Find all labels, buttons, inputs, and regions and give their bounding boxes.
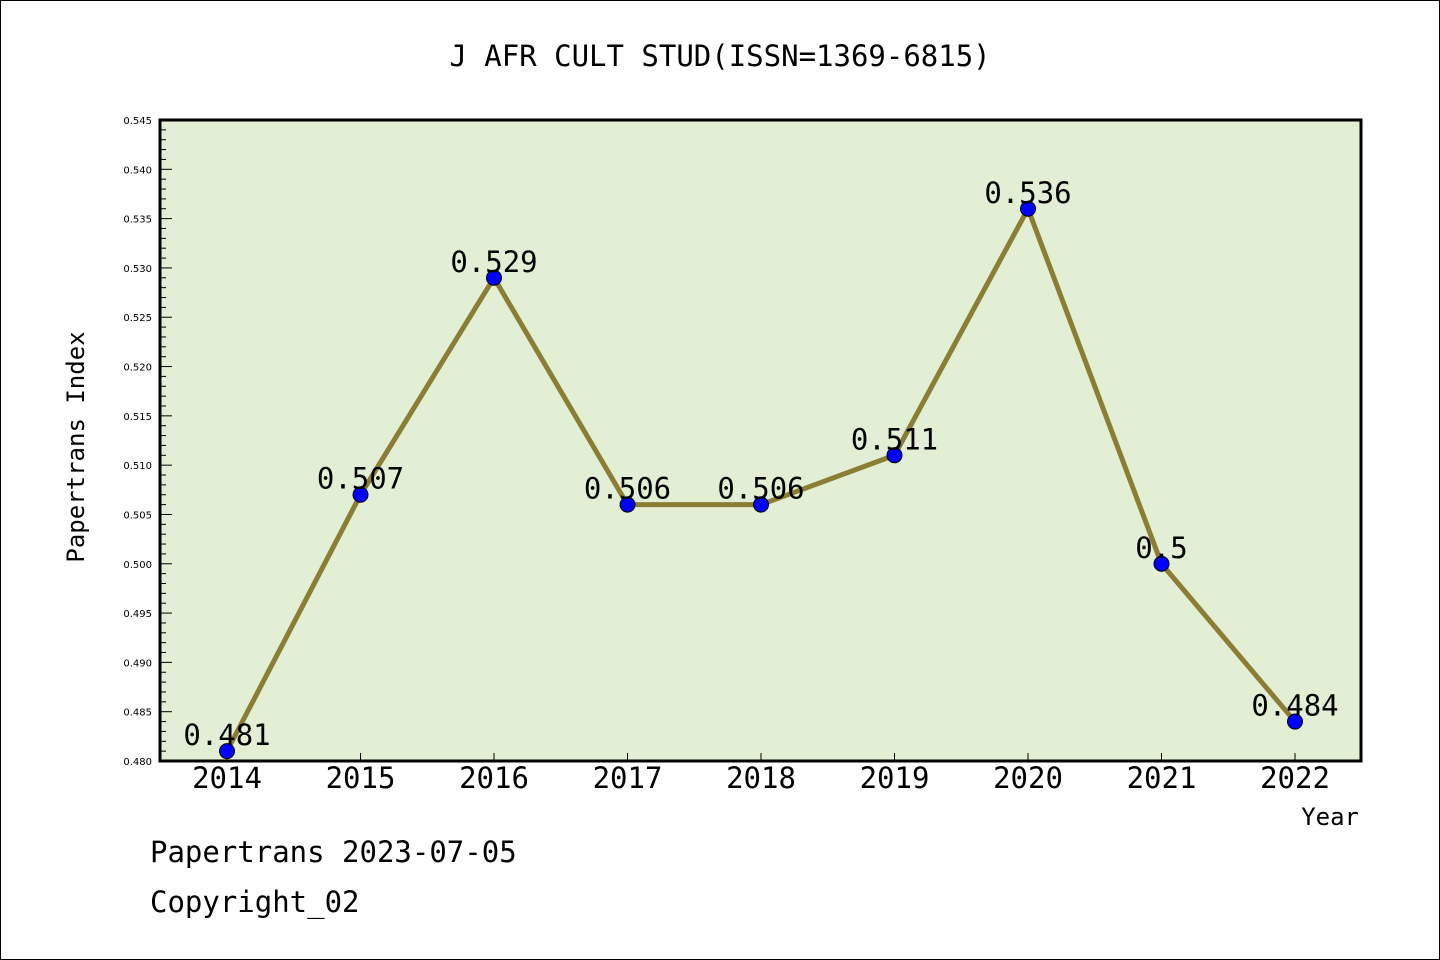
y-tick-label: 0.540 (123, 165, 152, 176)
y-tick-label: 0.520 (123, 363, 152, 374)
data-point (619, 496, 636, 513)
x-tick-label: 2022 (1260, 761, 1330, 795)
data-point (886, 447, 903, 464)
x-tick-label: 2016 (459, 761, 529, 795)
data-label: 0.484 (1251, 689, 1338, 723)
y-tick-label: 0.480 (123, 757, 152, 768)
y-tick-label: 0.530 (123, 264, 152, 275)
data-label: 0.506 (584, 472, 671, 506)
data-label: 0.507 (317, 462, 404, 496)
data-point (352, 486, 369, 503)
x-tick-label: 2014 (192, 761, 262, 795)
data-label: 0.5 (1135, 531, 1187, 565)
y-tick-label: 0.500 (123, 560, 152, 571)
footer-date-line: Papertrans 2023-07-05 (150, 835, 517, 869)
y-tick-label: 0.485 (123, 708, 152, 719)
plot-area (158, 118, 1363, 763)
x-tick-label: 2015 (326, 761, 396, 795)
data-point (753, 496, 769, 513)
data-point (1153, 555, 1170, 572)
data-series (219, 200, 1303, 760)
x-tick-label: 2019 (860, 761, 930, 795)
data-labels: 0.481 0.507 0.529 0.506 0.506 0.511 0.536 0.5 0.… (183, 176, 1338, 752)
chart-title: J AFR CULT STUD(ISSN=1369-6815) (449, 39, 990, 73)
y-tick-label: 0.490 (123, 658, 152, 669)
data-label: 0.511 (851, 422, 938, 456)
y-tick-label: 0.535 (123, 215, 152, 226)
y-tick-label: 0.495 (123, 609, 152, 620)
y-axis-title: Papertrans Index (62, 331, 90, 562)
x-tick-label: 2018 (726, 761, 796, 795)
x-tick-label: 2017 (593, 761, 663, 795)
data-label: 0.506 (717, 472, 804, 506)
x-axis-title: Year (1301, 803, 1359, 831)
data-point (486, 269, 502, 286)
data-label: 0.536 (984, 176, 1071, 210)
y-tick-label: 0.515 (123, 412, 152, 423)
y-tick-label: 0.510 (123, 461, 152, 472)
data-point (1020, 200, 1036, 217)
y-tick-label: 0.505 (123, 510, 152, 521)
data-label: 0.481 (183, 718, 270, 752)
data-point (1287, 713, 1303, 730)
x-axis: 2014 2015 2016 2017 2018 2019 2020 2021 2022 (192, 753, 1330, 795)
data-label: 0.529 (450, 245, 537, 279)
data-point (219, 743, 235, 760)
y-axis: 0.480 0.485 0.490 0.495 0.500 0.505 0.510 0.515… (123, 116, 172, 768)
x-tick-label: 2021 (1127, 761, 1197, 795)
y-tick-label: 0.545 (123, 116, 152, 127)
x-tick-label: 2020 (993, 761, 1063, 795)
y-tick-label: 0.525 (123, 313, 152, 324)
footer-copyright: Copyright_02 (150, 885, 360, 919)
